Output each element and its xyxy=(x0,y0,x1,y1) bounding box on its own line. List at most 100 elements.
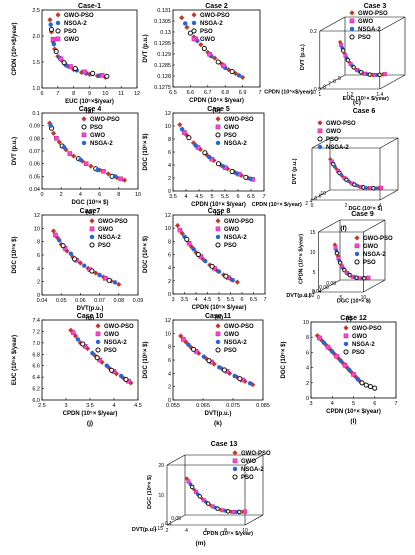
data-point-nsga-2 xyxy=(215,140,221,146)
data-point-gwo xyxy=(58,56,64,62)
y-axis-label: DGC (10⁶× $) xyxy=(143,134,149,171)
x-tick-label: 0.075 xyxy=(226,403,240,409)
y-tick-label: 12 xyxy=(34,213,40,219)
data-point-gwo-pso xyxy=(184,24,190,30)
y-tick-label: 10 xyxy=(320,191,326,197)
data-point-gwo xyxy=(53,232,58,238)
data-point-pso xyxy=(89,242,95,248)
data-point-gwo-pso xyxy=(196,350,202,356)
data-point-pso xyxy=(53,48,59,55)
panel-label: (b) xyxy=(212,107,220,114)
axis-box-edge xyxy=(166,454,186,466)
data-point-gwo xyxy=(181,337,186,342)
legend-label: NSGA-2 xyxy=(64,21,87,27)
data-point-gwo xyxy=(317,335,322,341)
legend-label: GWO-PSO xyxy=(224,219,254,225)
chart-title: Case 4 xyxy=(79,106,102,113)
y-tick-label: 0 xyxy=(168,189,171,195)
x-axis-label: DVT(p.u.) xyxy=(205,411,232,417)
x-axis-label: DGC (10⁶× $) xyxy=(348,206,382,212)
data-point-pso xyxy=(223,273,229,279)
y-tick-label: 6.0 xyxy=(32,398,40,404)
x-tick-label: 0.08 xyxy=(113,298,124,304)
data-point-pso xyxy=(232,474,238,480)
data-point-pso xyxy=(343,349,349,355)
data-point-gwo xyxy=(366,275,371,280)
plot-frame xyxy=(172,9,261,88)
y-axis-label: DGC (10⁶× $) xyxy=(12,237,18,274)
data-point-gwo-pso xyxy=(89,218,95,224)
chart-case2: Case 2 6.5 6.6 6.7 6.8 6.9 7 0.1275 0.128 0.1285 0… xyxy=(143,3,262,114)
data-point-gwo-pso xyxy=(215,116,221,122)
x-tick-label: 1.4 xyxy=(376,92,383,98)
y-tick-label: 8 xyxy=(306,335,309,341)
data-point-nsga-2 xyxy=(182,21,188,26)
chart-case11: Case 11 0.055 0.065 0.075 0.085 0 2 4 6 8 10 12 DVT(… xyxy=(143,313,270,427)
y-tick-label: 2 xyxy=(306,381,309,387)
data-point-nsga-2 xyxy=(68,251,74,256)
data-point-nsga-2 xyxy=(55,20,61,26)
y-tick-label: 6 xyxy=(168,358,171,364)
data-point-gwo-pso xyxy=(77,260,83,266)
data-point-pso xyxy=(359,380,365,386)
chart-case5: Case 5 3.5 4 4.5 5 5.5 6 6.5 7 0 2 4 6 8 10 12 CPDN (10⁵… xyxy=(143,106,266,218)
x-tick-label: 7 xyxy=(394,401,397,407)
legend-label: GWO xyxy=(64,37,79,43)
y-tick-label: 0.13 xyxy=(160,30,171,36)
legend-label: PSO xyxy=(224,133,237,139)
chart-title: Case 8 xyxy=(208,208,231,215)
x-tick-label: 6.5 xyxy=(169,90,177,96)
y-tick-label: 2.5 xyxy=(32,8,40,14)
data-point-nsga-2 xyxy=(216,269,222,274)
chart-case8: Case 8 3 3.5 4 4.5 5 5.5 6 6.5 7 0 2 4 6 8 10 12 CPDN (10… xyxy=(143,208,267,321)
x-tick-label: 2.5 xyxy=(38,403,46,409)
y-tick-label: 4 xyxy=(310,199,313,205)
axis-box-edge xyxy=(166,514,186,526)
legend-label: GWO-PSO xyxy=(224,117,254,123)
y-tick-label: 2.0 xyxy=(32,34,40,40)
y-tick-label: 0.09 xyxy=(29,124,40,130)
x-tick-label: 1.2 xyxy=(346,92,353,98)
x-axis-label: CPDN (10⁵× $/year) xyxy=(189,98,244,104)
y-tick-label: 0.08 xyxy=(326,281,336,287)
legend-label: GWO xyxy=(358,19,373,25)
data-point-pso xyxy=(80,341,86,347)
legend-label: NSGA-2 xyxy=(224,340,247,346)
data-point-gwo xyxy=(95,331,101,337)
data-point-nsga-2 xyxy=(234,171,239,176)
legend-label: GWO-PSO xyxy=(352,326,382,332)
x-tick-label: 0.085 xyxy=(256,403,270,409)
x-tick-label: 5 xyxy=(217,297,220,303)
data-point-gwo xyxy=(215,226,221,232)
z-tick-label: 0 xyxy=(313,290,316,296)
data-point-pso xyxy=(55,28,61,34)
legend-label: PSO xyxy=(241,475,254,481)
panel-label: (a) xyxy=(86,108,94,115)
plot-frame xyxy=(310,321,397,399)
y-tick-label: 0.07 xyxy=(29,149,40,155)
y-tick-label: 0 xyxy=(168,398,171,404)
data-point-pso xyxy=(89,268,95,274)
data-point-pso xyxy=(190,346,197,352)
data-point-gwo xyxy=(83,161,89,166)
x-axis-label: EUC (10⁵×$/year) xyxy=(65,99,114,105)
axis-box-edge xyxy=(311,137,331,149)
legend-label: PSO xyxy=(64,29,77,35)
legend-label: NSGA-2 xyxy=(224,141,247,147)
y-tick-label: 0.131 xyxy=(157,8,171,14)
y-tick-label: 10 xyxy=(310,90,316,96)
data-point-nsga-2 xyxy=(347,367,352,373)
panel-label: (e) xyxy=(215,211,223,218)
x-tick-label: 1 xyxy=(318,92,321,98)
data-point-pso xyxy=(229,168,235,175)
y-axis-label: DGC (10⁶× $) xyxy=(143,342,149,379)
panel-label: (j) xyxy=(87,420,93,427)
data-point-gwo-pso xyxy=(354,235,360,241)
x-tick-label: 6 xyxy=(205,528,208,534)
data-point-gwo xyxy=(99,73,105,78)
legend-label: GWO xyxy=(224,227,239,233)
x-tick-label: 6 xyxy=(98,192,101,198)
x-tick-label: 4 xyxy=(184,194,187,200)
data-point-pso xyxy=(72,256,78,262)
y-tick-label: 1.5 xyxy=(32,60,40,66)
